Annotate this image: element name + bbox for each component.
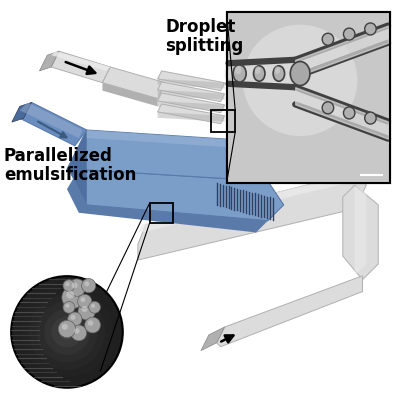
Polygon shape [20,102,87,146]
Polygon shape [217,276,362,347]
Ellipse shape [233,65,246,82]
Ellipse shape [322,33,334,45]
Ellipse shape [274,66,280,74]
Polygon shape [355,185,366,276]
Polygon shape [20,102,83,138]
Bar [227,12,390,183]
Ellipse shape [235,66,241,74]
Ellipse shape [255,66,260,74]
Polygon shape [158,93,225,113]
Ellipse shape [365,112,376,124]
Polygon shape [201,327,225,351]
Bar [150,203,173,223]
Polygon shape [158,101,225,111]
Circle shape [52,316,82,348]
Polygon shape [138,173,366,260]
Circle shape [78,303,95,320]
Bar [227,12,390,183]
Polygon shape [158,79,225,89]
Ellipse shape [322,102,334,114]
Polygon shape [158,90,225,100]
Circle shape [71,325,87,341]
Circle shape [84,281,89,286]
Circle shape [62,324,68,330]
Bar [227,12,390,183]
Polygon shape [158,82,225,102]
Polygon shape [158,112,225,122]
Text: Droplet
splitting: Droplet splitting [165,18,244,55]
Ellipse shape [253,66,265,81]
Ellipse shape [273,66,284,81]
Circle shape [89,301,100,313]
Circle shape [82,279,96,293]
Circle shape [71,315,76,320]
Circle shape [68,312,82,326]
Polygon shape [138,173,355,232]
Polygon shape [51,51,110,83]
Ellipse shape [344,107,355,119]
Polygon shape [87,130,268,150]
Circle shape [11,276,123,388]
Circle shape [91,304,95,308]
Polygon shape [102,83,158,106]
Circle shape [82,306,87,312]
Circle shape [78,294,92,309]
Polygon shape [67,169,284,221]
Bar [211,110,235,132]
Polygon shape [67,130,87,205]
Ellipse shape [344,28,355,40]
Circle shape [88,320,93,326]
Ellipse shape [365,23,376,35]
Circle shape [62,286,84,309]
Polygon shape [343,185,378,280]
Circle shape [65,304,69,308]
Circle shape [58,320,76,338]
Circle shape [68,279,85,296]
Circle shape [63,301,75,313]
Polygon shape [12,102,32,122]
Polygon shape [158,71,225,91]
Polygon shape [67,169,284,232]
Circle shape [65,282,69,286]
Circle shape [59,324,75,340]
Polygon shape [39,51,59,71]
Circle shape [72,282,78,288]
Polygon shape [67,130,268,181]
Circle shape [80,297,85,302]
Polygon shape [102,67,165,98]
Circle shape [66,291,74,299]
Circle shape [63,280,75,292]
Polygon shape [158,104,225,124]
Text: Parallelized
emulsification: Parallelized emulsification [4,147,136,184]
Circle shape [74,328,80,334]
Circle shape [85,317,100,333]
Ellipse shape [243,25,357,136]
Ellipse shape [290,61,310,85]
Polygon shape [51,51,110,71]
